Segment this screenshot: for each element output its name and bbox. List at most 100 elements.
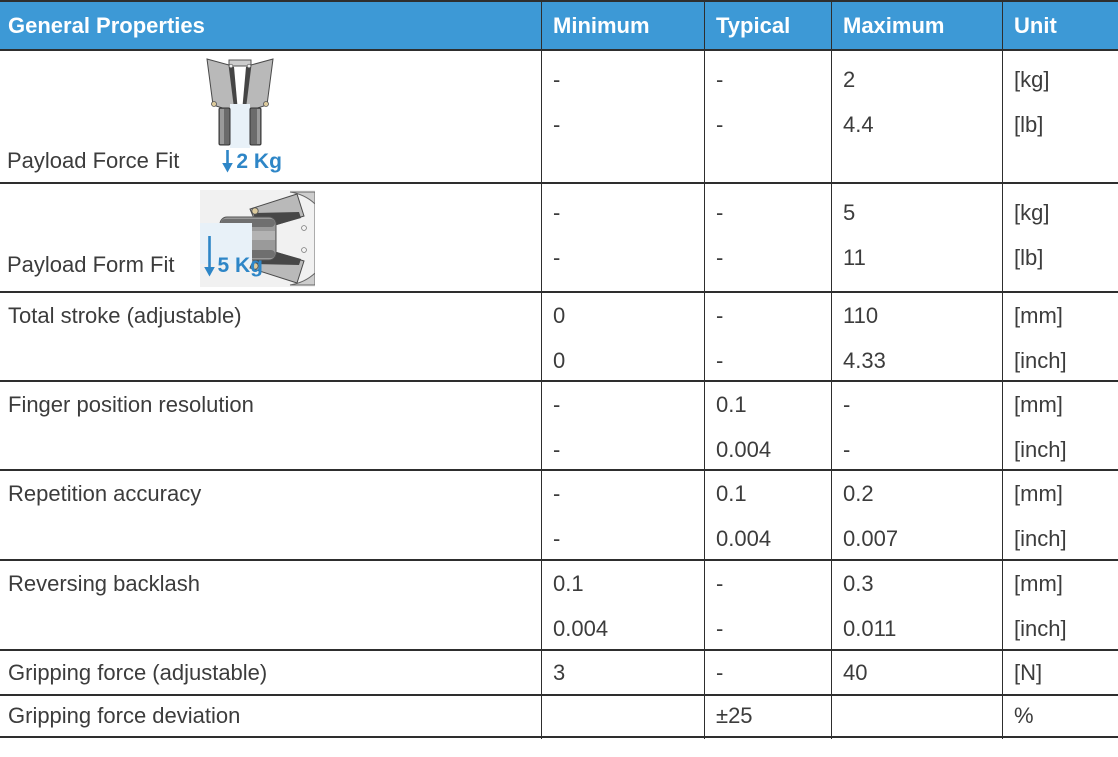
value: - — [716, 244, 724, 270]
column-header-maximum: Maximum — [831, 2, 1002, 49]
value: - — [553, 436, 561, 462]
value: - — [553, 199, 561, 225]
table-row-finger-position-resolution: Finger position resolution - - 0.1 0.004… — [0, 380, 1118, 469]
table-row-reversing-backlash: Reversing backlash 0.1 0.004 - - 0.3 0.0… — [0, 559, 1118, 649]
value: 0.1 — [553, 570, 584, 596]
property-cell: Payload Form Fit 5 Kg — [0, 184, 541, 291]
unit-value: [mm] — [1014, 391, 1063, 417]
value: - — [553, 480, 561, 506]
typical-cell: - - — [704, 293, 831, 380]
table-row-gripping-force: Gripping force (adjustable) 3 - 40 [N] — [0, 649, 1118, 694]
property-label: Payload Form Fit — [7, 252, 175, 277]
minimum-cell: 3 — [541, 651, 704, 694]
value: 0.1 — [716, 480, 747, 506]
value: 0.2 — [843, 480, 874, 506]
property-label-group: Payload Form Fit 5 Kg — [7, 235, 263, 277]
value: - — [716, 659, 724, 685]
value: 0.007 — [843, 525, 899, 551]
unit-value: [inch] — [1014, 615, 1067, 641]
property-label: Gripping force deviation — [8, 703, 241, 728]
maximum-cell: 0.3 0.011 — [831, 561, 1002, 649]
minimum-cell: - - — [541, 51, 704, 182]
value: - — [716, 66, 724, 92]
minimum-cell — [541, 696, 704, 736]
value: 0.004 — [716, 525, 772, 551]
payload-badge-text: 5 Kg — [217, 254, 264, 277]
table-row-payload-form-fit: Payload Form Fit 5 Kg - - - - — [0, 182, 1118, 291]
property-label-group: Payload Force Fit 2 Kg — [7, 148, 282, 173]
column-header-typical: Typical — [704, 2, 831, 49]
table-header-row: General Properties Minimum Typical Maxim… — [0, 0, 1118, 49]
partial-next-row — [0, 736, 1118, 739]
value: 0 — [553, 302, 566, 328]
value: 0 — [553, 347, 566, 373]
property-cell: Gripping force (adjustable) — [0, 651, 541, 694]
maximum-cell: 40 — [831, 651, 1002, 694]
property-label: Payload Force Fit — [7, 148, 180, 173]
maximum-cell: 5 11 — [831, 184, 1002, 291]
gripper-form-fit-icon — [200, 190, 315, 287]
typical-cell: 0.1 0.004 — [704, 382, 831, 469]
value: 2 — [843, 66, 856, 92]
minimum-cell: - - — [541, 471, 704, 559]
unit-value: [mm] — [1014, 302, 1063, 328]
typical-cell: - - — [704, 184, 831, 291]
value — [832, 696, 1002, 736]
property-label: Repetition accuracy — [8, 481, 202, 506]
unit-value: [inch] — [1014, 347, 1067, 373]
down-arrow-icon — [222, 150, 234, 173]
value: - — [716, 570, 724, 596]
value: 110 — [843, 302, 879, 328]
minimum-cell: 0.1 0.004 — [541, 561, 704, 649]
unit-cell: [mm] [inch] — [1002, 293, 1118, 380]
value: - — [716, 199, 724, 225]
value: 3 — [553, 659, 566, 685]
typical-cell: - - — [704, 561, 831, 649]
unit-cell: [mm] [inch] — [1002, 471, 1118, 559]
unit-cell: [kg] [lb] — [1002, 184, 1118, 291]
unit-value: % — [1014, 703, 1034, 728]
value: - — [553, 525, 561, 551]
gripper-force-fit-icon — [206, 58, 274, 148]
property-label: Gripping force (adjustable) — [8, 659, 268, 685]
unit-value: [inch] — [1014, 436, 1067, 462]
value: - — [716, 111, 724, 137]
value: ±25 — [716, 703, 753, 728]
property-cell: Repetition accuracy — [0, 471, 541, 559]
value — [542, 696, 704, 736]
unit-cell: [mm] [inch] — [1002, 382, 1118, 469]
unit-value: [lb] — [1014, 111, 1044, 137]
value: 5 — [843, 199, 856, 225]
unit-cell: % — [1002, 696, 1118, 736]
minimum-cell: - - — [541, 382, 704, 469]
value: - — [716, 347, 724, 373]
unit-value: [kg] — [1014, 199, 1050, 225]
down-arrow-icon — [203, 236, 215, 277]
typical-cell: - — [704, 651, 831, 694]
minimum-cell: - - — [541, 184, 704, 291]
unit-value: [mm] — [1014, 570, 1063, 596]
unit-cell: [N] — [1002, 651, 1118, 694]
column-header-general-properties: General Properties — [8, 12, 205, 38]
property-cell: Reversing backlash — [0, 561, 541, 649]
table-row-total-stroke: Total stroke (adjustable) 0 0 - - 110 4.… — [0, 291, 1118, 380]
value: - — [716, 615, 724, 641]
maximum-cell: 2 4.4 — [831, 51, 1002, 182]
typical-cell: - - — [704, 51, 831, 182]
maximum-cell: 110 4.33 — [831, 293, 1002, 380]
value: - — [843, 391, 851, 417]
typical-cell: 0.1 0.004 — [704, 471, 831, 559]
value: - — [553, 391, 561, 417]
value: - — [553, 66, 561, 92]
property-cell: Total stroke (adjustable) — [0, 293, 541, 380]
value: - — [843, 436, 851, 462]
maximum-cell: 0.2 0.007 — [831, 471, 1002, 559]
value: 0.1 — [716, 391, 747, 417]
maximum-cell — [831, 696, 1002, 736]
unit-value: [lb] — [1014, 244, 1044, 270]
unit-cell: [mm] [inch] — [1002, 561, 1118, 649]
value: 0.004 — [716, 436, 772, 462]
payload-badge-text: 2 Kg — [236, 150, 282, 173]
typical-cell: ±25 — [704, 696, 831, 736]
